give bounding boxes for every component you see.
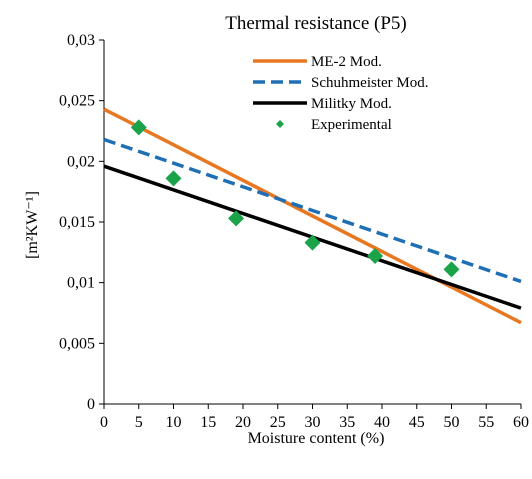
y-tick-label: 0,015 <box>59 214 95 231</box>
y-tick-label: 0,025 <box>59 93 95 110</box>
legend: ME-2 Mod. Schuhmeister Mod. Militky Mod. Ex… <box>253 54 429 133</box>
x-tick-label: 40 <box>374 414 390 431</box>
chart-title: Thermal resistance (P5) <box>225 13 406 34</box>
y-tick-label: 0,03 <box>67 32 95 49</box>
x-tick-label: 55 <box>478 414 494 431</box>
experimental-point <box>304 234 321 251</box>
experimental-point <box>443 261 460 278</box>
axes: 0 0,005 0,01 0,015 0,02 0,025 0,03 0 5 10 15 20 25 30… <box>59 32 529 431</box>
x-tick-label: 5 <box>135 414 143 431</box>
y-tick-label: 0 <box>87 396 95 413</box>
x-tick-label: 0 <box>100 414 108 431</box>
x-tick-label: 30 <box>305 414 321 431</box>
x-tick-label: 15 <box>200 414 216 431</box>
legend-label: Militky Mod. <box>311 96 392 112</box>
y-axis-label: [m²KW⁻¹] <box>24 191 41 259</box>
legend-item-experimental: Experimental <box>276 117 392 133</box>
legend-swatch <box>276 120 284 128</box>
legend-label: Schuhmeister Mod. <box>311 75 429 91</box>
x-tick-label: 50 <box>444 414 460 431</box>
legend-item-me-2-mod: ME-2 Mod. <box>253 54 382 70</box>
series-lines <box>103 107 522 325</box>
legend-label: Experimental <box>311 117 392 133</box>
x-tick-label: 10 <box>166 414 182 431</box>
schuhmeister-mod-line <box>103 137 522 284</box>
y-tick-label: 0,02 <box>67 153 95 170</box>
experimental-point <box>165 170 182 187</box>
experimental-point <box>130 119 147 136</box>
legend-item-schuhmeister-mod: Schuhmeister Mod. <box>253 75 429 91</box>
x-tick-label: 25 <box>270 414 286 431</box>
legend-item-militky-mod: Militky Mod. <box>253 96 392 112</box>
experimental-points <box>130 119 460 278</box>
y-tick-label: 0,01 <box>67 275 95 292</box>
y-tick-label: 0,005 <box>59 335 95 352</box>
x-tick-label: 35 <box>339 414 355 431</box>
x-tick-label: 45 <box>409 414 425 431</box>
legend-label: ME-2 Mod. <box>311 54 382 70</box>
experimental-point <box>228 210 245 227</box>
x-axis-label: Moisture content (%) <box>248 430 385 447</box>
x-tick-label: 20 <box>235 414 251 431</box>
me-2-mod-line <box>103 107 522 325</box>
x-tick-label: 60 <box>513 414 529 431</box>
experimental-point <box>367 247 384 264</box>
